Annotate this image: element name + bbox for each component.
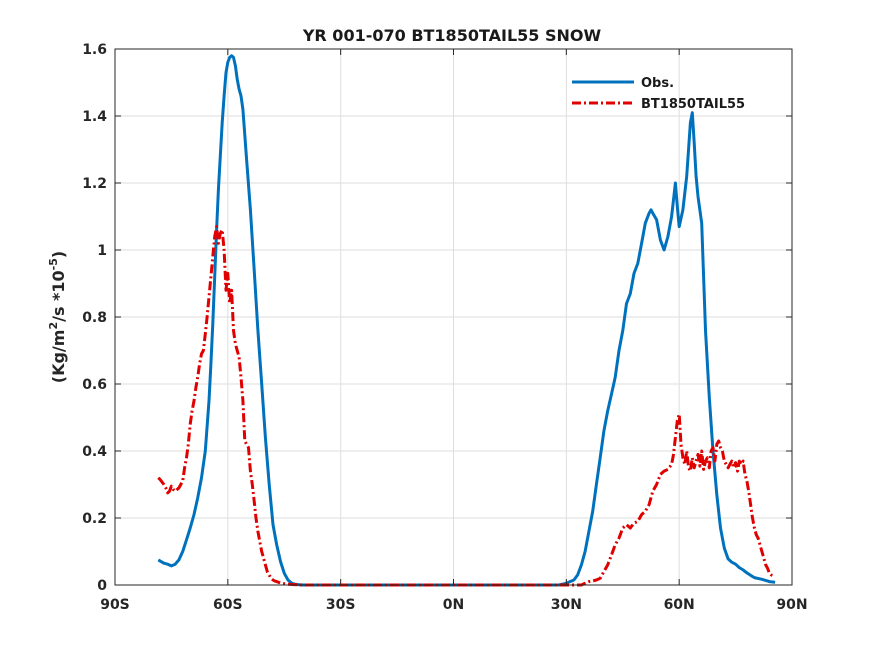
y-axis-label-superscript: 2 [47, 322, 60, 330]
legend: Obs. BT1850TAIL55 [572, 76, 745, 112]
y-tick-label: 0.2 [82, 511, 107, 527]
y-tick-label: 0 [97, 578, 107, 594]
axes: 90S 60S 30S 0N 30N 60N 90N 0 0.2 0.4 0.6 0.8 1 1.2 1.4… [82, 42, 807, 613]
y-tick-label: 1 [97, 243, 107, 259]
y-tick-label: 0.8 [82, 310, 107, 326]
legend-label-1: BT1850TAIL55 [641, 97, 745, 112]
x-tick-label: 0N [443, 597, 464, 613]
y-tick-label: 0.6 [82, 377, 107, 393]
y-axis-label-part: ) [49, 251, 68, 258]
y-axis-label-part: /s *10 [49, 270, 68, 322]
y-axis-label-part: (Kg/m [49, 330, 68, 384]
y-tick-label: 1.6 [82, 42, 107, 58]
y-tick-label: 0.4 [82, 444, 107, 460]
y-tick-label: 1.4 [82, 109, 107, 125]
x-tick-label: 90N [776, 597, 807, 613]
x-tick-label: 30S [326, 597, 356, 613]
x-tick-label: 60N [664, 597, 695, 613]
y-tick-label: 1.2 [82, 176, 107, 192]
chart-title: YR 001-070 BT1850TAIL55 SNOW [302, 26, 602, 45]
legend-label-0: Obs. [641, 76, 674, 91]
x-tick-label: 30N [551, 597, 582, 613]
y-axis-label-superscript: -5 [47, 258, 60, 270]
x-tick-label: 90S [100, 597, 130, 613]
x-tick-label: 60S [213, 597, 243, 613]
y-axis-label: (Kg/m2/s *10-5) [47, 251, 68, 383]
series-line-1 [157, 225, 776, 587]
